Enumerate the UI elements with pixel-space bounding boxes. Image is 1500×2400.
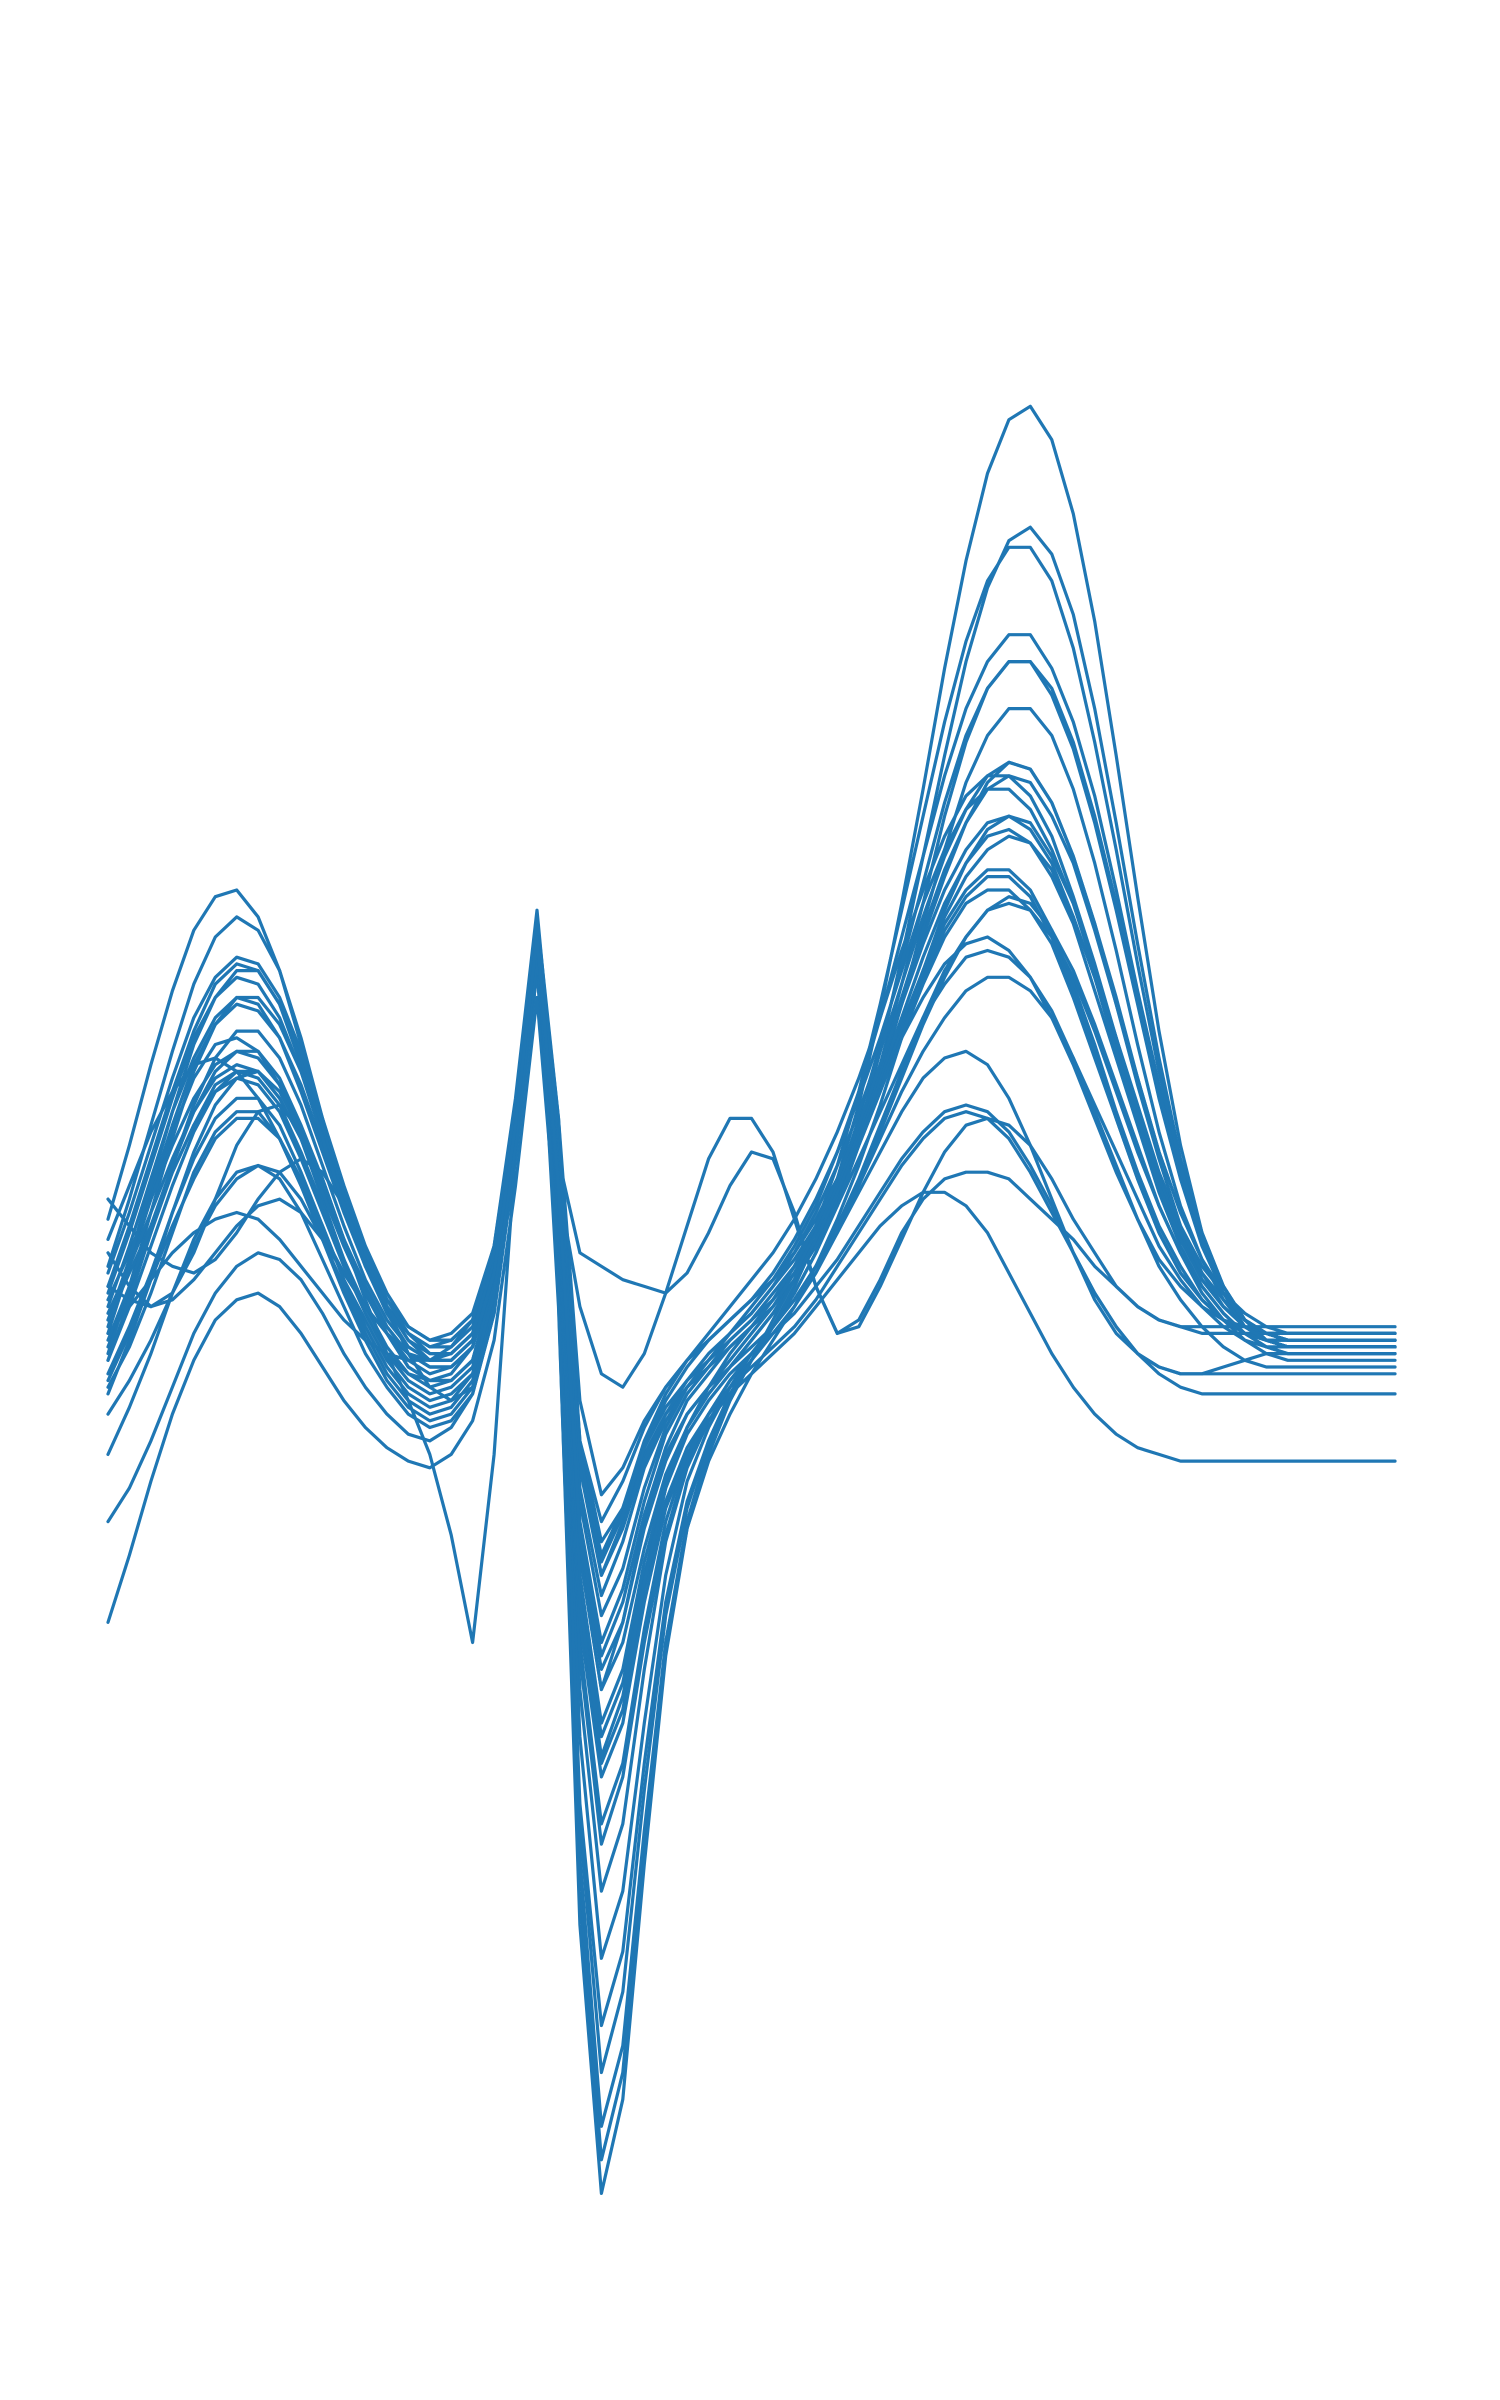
- series-line-25: [106, 659, 1397, 2028]
- series-line-6: [106, 868, 1397, 1524]
- series-line-24: [106, 814, 1397, 2128]
- series-line-30: [106, 814, 1397, 1658]
- series-line-27: [106, 545, 1397, 2195]
- series-line-1: [106, 834, 1397, 1577]
- series-line-10: [106, 915, 1397, 1497]
- series-line-18: [106, 995, 1397, 1779]
- series-line-3: [106, 901, 1397, 1692]
- series-lines: [106, 404, 1397, 2195]
- series-line-11: [106, 774, 1397, 1557]
- series-line-26: [106, 827, 1397, 1725]
- series-line-14: [106, 968, 1397, 1766]
- series-line-29: [106, 760, 1397, 1618]
- series-line-28: [106, 760, 1397, 1672]
- series-line-17: [106, 928, 1397, 1389]
- series-line-4: [106, 633, 1397, 1598]
